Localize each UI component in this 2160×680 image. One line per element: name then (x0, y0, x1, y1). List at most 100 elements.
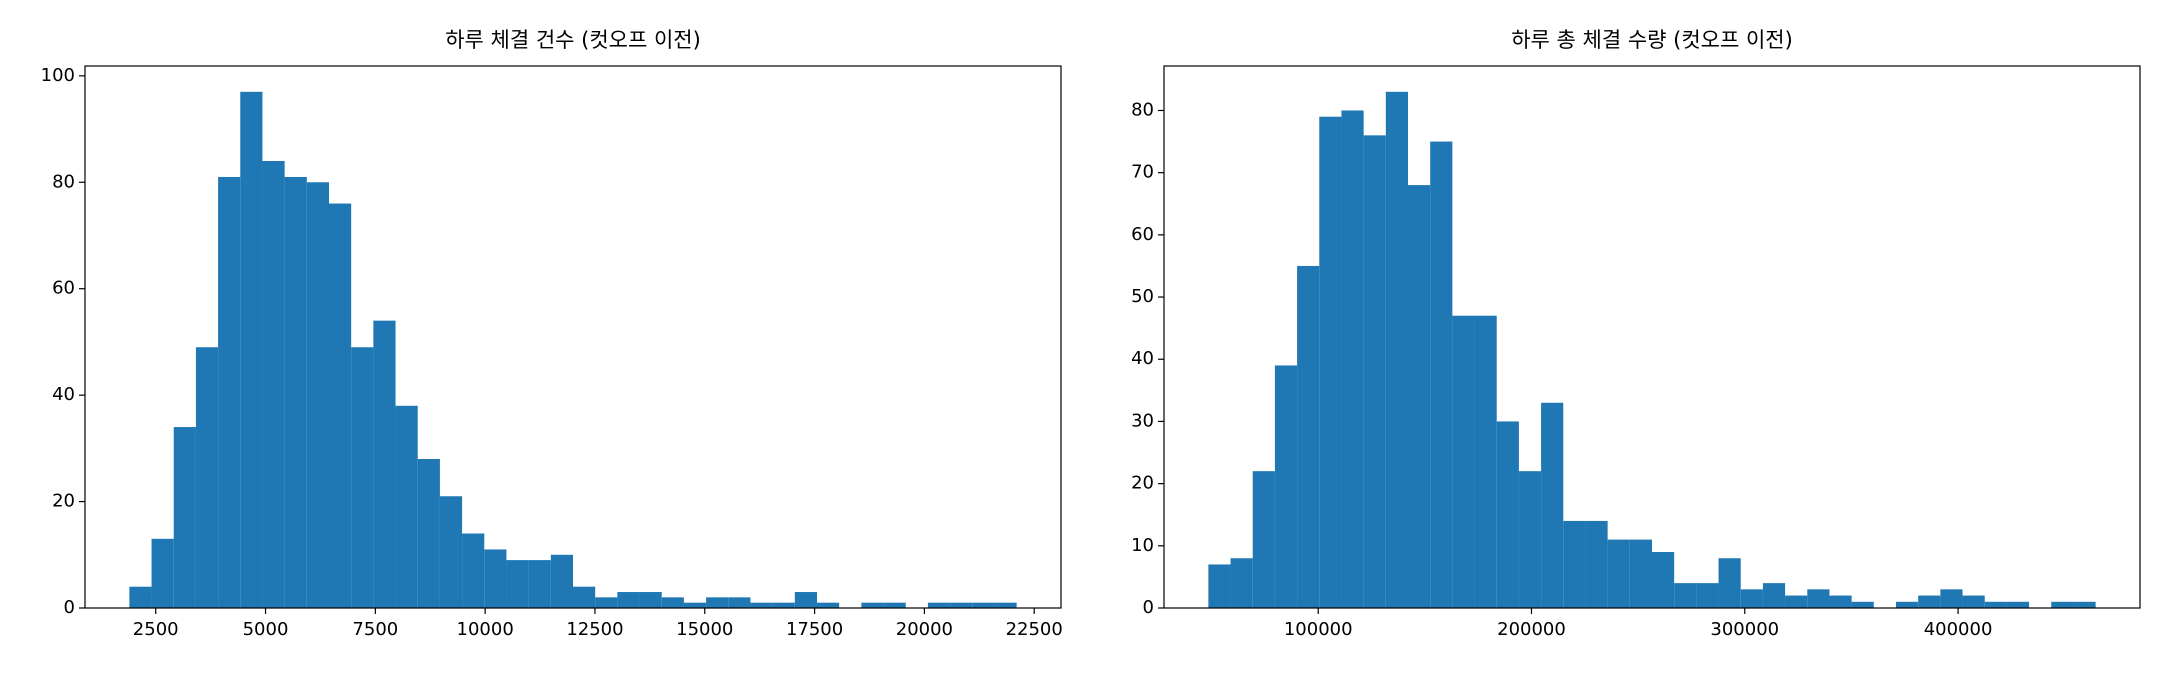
bar (1607, 539, 1630, 608)
bar (972, 602, 995, 608)
y-tick-label: 100 (41, 65, 75, 86)
bar (595, 597, 618, 608)
bar (462, 533, 485, 608)
x-tick-label: 400000 (1924, 619, 1993, 640)
bar (950, 602, 973, 608)
bar (2006, 601, 2030, 608)
bar (994, 602, 1017, 608)
bar (329, 203, 352, 608)
bar (817, 602, 840, 608)
bar (1984, 601, 2007, 608)
axes-frame (84, 65, 1062, 609)
y-tick-label: 0 (1143, 597, 1154, 618)
bar (1629, 539, 1652, 608)
bar (861, 602, 884, 608)
x-tick-label: 2500 (133, 619, 179, 640)
bar (1208, 564, 1231, 608)
bar (1363, 135, 1386, 608)
bar (1785, 595, 1808, 608)
bar (550, 554, 573, 608)
bar (373, 320, 396, 608)
x-tick-label: 12500 (566, 619, 623, 640)
bar (1740, 589, 1763, 608)
bar (1452, 315, 1475, 608)
bar (617, 592, 640, 608)
bar (639, 592, 662, 608)
bar (1829, 595, 1852, 608)
bar (1940, 589, 1963, 608)
bar (1563, 520, 1586, 608)
bar (1341, 110, 1364, 608)
y-tick-label: 20 (52, 491, 75, 512)
x-tick-label: 7500 (352, 619, 398, 640)
bar (573, 586, 596, 608)
bar (1408, 185, 1431, 608)
bar (750, 602, 773, 608)
y-tick-label: 10 (1131, 535, 1154, 556)
bar (395, 405, 418, 608)
bar (1385, 91, 1408, 609)
bar (1674, 583, 1697, 608)
bar (195, 347, 219, 608)
y-tick-label: 30 (1131, 410, 1154, 431)
y-tick-label: 0 (64, 597, 75, 618)
x-tick-label: 10000 (457, 619, 514, 640)
bar (706, 597, 729, 608)
bar (2073, 601, 2096, 608)
bar (1518, 471, 1542, 608)
bar (506, 560, 529, 608)
x-tick-label: 200000 (1497, 619, 1566, 640)
bar (1319, 116, 1342, 609)
bar (284, 176, 307, 608)
bar (772, 602, 795, 608)
x-tick-label: 20000 (896, 619, 953, 640)
y-tick-label: 60 (52, 278, 75, 299)
x-tick-label: 22500 (1006, 619, 1063, 640)
bar (218, 176, 241, 608)
bar (728, 597, 751, 608)
bar (1274, 365, 1298, 608)
bar (2051, 601, 2074, 608)
bar (1541, 402, 1564, 608)
y-tick-label: 20 (1131, 473, 1154, 494)
x-tick-label: 17500 (786, 619, 843, 640)
bar (1896, 601, 1919, 608)
bar (484, 549, 507, 608)
bar (1962, 595, 1985, 608)
bar (794, 592, 817, 608)
bar (883, 602, 906, 608)
bar (1918, 595, 1941, 608)
bar (1474, 315, 1497, 608)
x-tick-label: 5000 (243, 619, 289, 640)
bar (661, 597, 684, 608)
bar (351, 347, 374, 608)
bar (306, 182, 329, 609)
bar (1230, 558, 1253, 608)
bar (1297, 265, 1320, 608)
bar (151, 538, 174, 608)
bar (439, 496, 463, 608)
bar (262, 160, 285, 608)
x-tick-label: 15000 (676, 619, 733, 640)
bar (683, 602, 707, 608)
chart-title: 하루 체결 건수 (컷오프 이전) (445, 28, 701, 52)
bar (1762, 583, 1786, 608)
bar (1851, 601, 1874, 608)
bar (417, 458, 440, 608)
chart-title: 하루 총 체결 수량 (컷오프 이전) (1511, 28, 1793, 52)
bar (1652, 552, 1675, 608)
y-tick-label: 40 (1131, 348, 1154, 369)
bar (1585, 520, 1608, 608)
bar (129, 586, 152, 608)
y-tick-label: 80 (1131, 99, 1154, 120)
x-tick-label: 100000 (1284, 619, 1353, 640)
bar (173, 427, 196, 608)
axes-frame (1163, 65, 2141, 609)
bar (1252, 471, 1275, 608)
y-tick-label: 60 (1131, 224, 1154, 245)
y-tick-label: 50 (1131, 286, 1154, 307)
y-tick-label: 80 (52, 171, 75, 192)
bar (927, 602, 951, 608)
